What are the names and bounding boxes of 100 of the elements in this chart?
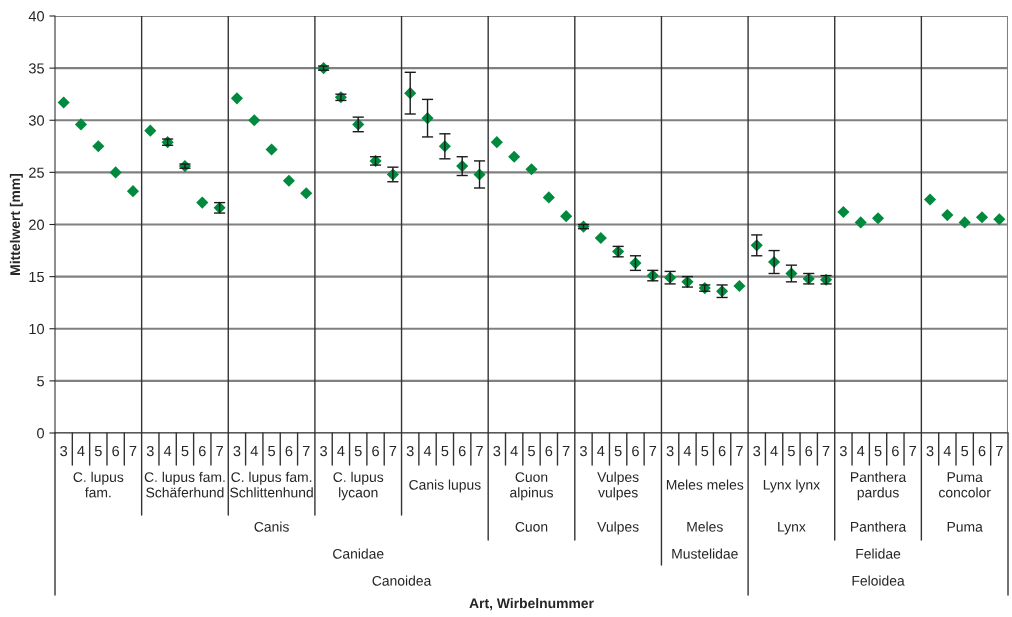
- point: [923, 193, 937, 206]
- text: C. lupus fam. Schlittenhund: [230, 471, 313, 498]
- point: [92, 140, 105, 153]
- x-tick-label: 5: [787, 446, 795, 457]
- point: [993, 213, 1006, 226]
- point: [109, 166, 122, 179]
- x-tick-label: 6: [198, 445, 206, 457]
- y-tick-label: 5: [37, 376, 44, 387]
- text: Feloidea: [852, 575, 905, 586]
- text: Canidae: [333, 548, 384, 559]
- x-tick-label: 4: [857, 446, 865, 457]
- point: [837, 205, 850, 219]
- x-tick-label: 7: [649, 446, 657, 457]
- text: C. lupus fam.: [73, 471, 124, 498]
- x-tick-label: 4: [510, 446, 518, 457]
- text: Lynx: [778, 522, 806, 535]
- x-tick-label: 5: [268, 446, 276, 457]
- point: [560, 210, 573, 223]
- point: [300, 187, 313, 200]
- x-tick-label: 5: [528, 446, 535, 457]
- text: Canis: [254, 521, 289, 532]
- y-tick-label: 10: [29, 323, 45, 335]
- x-tick-label: 7: [996, 446, 1003, 457]
- point: [542, 191, 555, 204]
- x-tick-label: 4: [770, 446, 778, 457]
- x-tick-label: 5: [441, 446, 449, 457]
- point: [958, 216, 971, 229]
- x-tick-label: 6: [458, 445, 466, 457]
- x-tick-label: 4: [77, 446, 85, 457]
- point: [282, 174, 295, 187]
- text: Meles: [687, 521, 723, 532]
- text: Vulpes vulpes: [597, 471, 639, 501]
- x-tick-label: 3: [406, 445, 414, 457]
- x-tick-label: 3: [146, 445, 154, 457]
- text: Vulpes: [597, 521, 639, 535]
- x-tick-label: 4: [163, 446, 172, 457]
- x-tick-label: 3: [320, 445, 327, 457]
- x-tick-label: 6: [112, 445, 120, 457]
- text: Panthera: [851, 521, 907, 532]
- point: [230, 92, 243, 105]
- text: Panthera pardus: [851, 471, 907, 501]
- x-tick-label: 5: [961, 446, 969, 457]
- x-tick-label: 5: [94, 446, 102, 457]
- text: Cuon: [515, 521, 548, 532]
- x-tick-label: 7: [822, 446, 830, 457]
- text: Felidae: [856, 548, 901, 559]
- text: C. lupus fam. Schäferhund: [144, 471, 225, 498]
- x-tick-label: 3: [493, 445, 501, 457]
- y-tick-label: 40: [28, 11, 45, 22]
- point: [508, 150, 521, 163]
- point: [126, 185, 140, 198]
- x-tick-label: 4: [597, 446, 605, 457]
- x-tick-label: 5: [874, 446, 882, 457]
- point: [854, 216, 867, 229]
- point: [144, 124, 157, 137]
- point: [733, 279, 746, 293]
- point: [525, 163, 538, 176]
- x-tick-label: 6: [978, 445, 986, 457]
- x-tick-label: 6: [285, 445, 293, 457]
- point: [248, 114, 261, 127]
- x-tick-label: 4: [943, 446, 951, 457]
- x-tick-label: 3: [60, 445, 68, 457]
- text: Cuon alpinus: [510, 472, 554, 501]
- x-tick-label: 7: [302, 446, 310, 457]
- text: Lynx lynx: [763, 479, 820, 493]
- x-tick-label: 3: [666, 445, 674, 457]
- y-tick-label: 20: [29, 219, 45, 230]
- x-tick-label: 7: [389, 446, 397, 457]
- point: [196, 196, 209, 209]
- x-tick-label: 5: [354, 446, 362, 457]
- point: [871, 212, 885, 225]
- x-tick-label: 6: [805, 445, 813, 457]
- x-tick-label: 7: [476, 446, 483, 457]
- point: [490, 136, 503, 149]
- point: [594, 232, 607, 245]
- x-tick-label: 4: [337, 446, 345, 457]
- y-axis-title: Mittelwert [mm]: [9, 173, 23, 275]
- text: Puma concolor: [939, 472, 991, 498]
- text: Canis lupus: [409, 479, 481, 493]
- point: [57, 96, 70, 109]
- x-tick-label: 6: [892, 445, 899, 457]
- text: Canoidea: [372, 575, 432, 586]
- point: [74, 118, 88, 131]
- x-tick-label: 7: [129, 446, 137, 457]
- text: Mustelidae: [672, 548, 738, 559]
- y-tick-label: 30: [28, 115, 45, 126]
- x-tick-label: 3: [839, 445, 847, 457]
- x-tick-label: 7: [736, 446, 743, 457]
- text: Meles meles: [666, 479, 744, 490]
- point: [265, 143, 278, 156]
- x-tick-label: 3: [753, 445, 761, 457]
- x-tick-label: 6: [372, 445, 379, 457]
- x-tick-label: 7: [909, 446, 917, 457]
- x-tick-label: 3: [579, 445, 587, 457]
- x-tick-label: 3: [233, 445, 241, 457]
- x-tick-label: 5: [614, 446, 622, 457]
- point: [941, 209, 954, 222]
- x-tick-label: 7: [562, 446, 570, 457]
- x-tick-label: 5: [701, 446, 709, 457]
- y-tick-label: 15: [29, 271, 44, 283]
